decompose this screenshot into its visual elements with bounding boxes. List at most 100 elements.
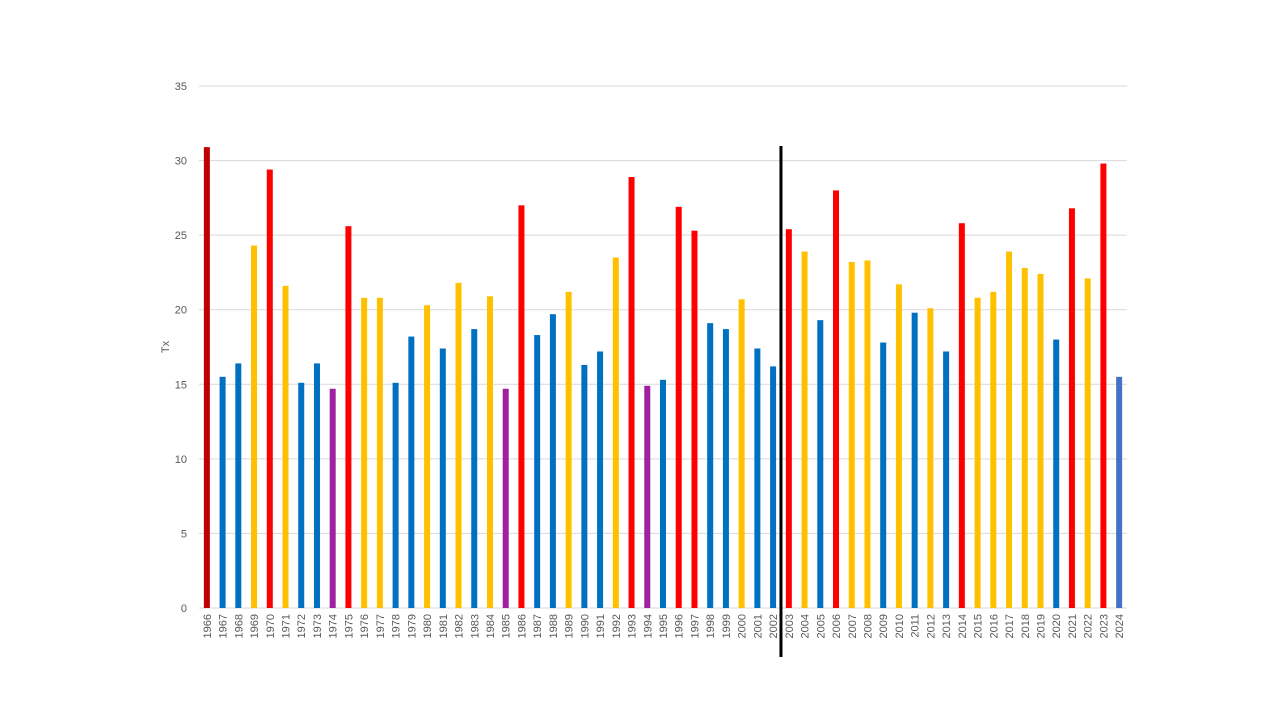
- x-tick-label: 1974: [328, 614, 340, 638]
- x-tick-label: 2024: [1114, 614, 1126, 638]
- bar-2003: [785, 229, 792, 608]
- x-tick-label: 2016: [988, 614, 1000, 638]
- bar-2002: [770, 366, 777, 608]
- bar-2008: [864, 260, 871, 608]
- x-tick-label: 1969: [249, 614, 261, 638]
- x-tick-label: 2013: [941, 614, 953, 638]
- x-tick-label: 1990: [579, 614, 591, 638]
- x-tick-label: 1977: [375, 614, 387, 638]
- x-tick-label: 2015: [973, 614, 985, 638]
- x-tick-label: 2007: [847, 614, 859, 638]
- bar-1977: [376, 297, 383, 608]
- x-tick-label: 2011: [910, 614, 922, 638]
- bar-1980: [424, 305, 431, 608]
- x-tick-label: 1967: [218, 614, 230, 638]
- x-tick-label: 1993: [627, 614, 639, 638]
- x-tick-label: 1987: [532, 614, 544, 638]
- x-tick-label: 1983: [469, 614, 481, 638]
- x-tick-label: 2000: [737, 614, 749, 638]
- bar-1974: [329, 388, 336, 608]
- y-tick-label: 20: [175, 305, 187, 317]
- bar-1999: [722, 329, 729, 608]
- x-tick-label: 1989: [564, 614, 576, 638]
- bar-1981: [439, 348, 446, 608]
- x-tick-label: 2018: [1020, 614, 1032, 638]
- bar-2010: [895, 284, 902, 608]
- x-axis-ticks: 1966 1967 1968 1969 1970 1971 1972 1973 1974 1975…: [202, 614, 1126, 638]
- bar-1989: [565, 291, 572, 608]
- x-tick-label: 1982: [454, 614, 466, 638]
- x-tick-label: 1976: [359, 614, 371, 638]
- x-tick-label: 2009: [878, 614, 890, 638]
- bar-1972: [298, 382, 305, 608]
- x-tick-label: 1992: [611, 614, 623, 638]
- x-tick-label: 1968: [233, 614, 245, 638]
- bar-1985: [502, 388, 509, 608]
- y-axis-ticks: 0 5 10 15 20 25 30 35: [175, 81, 187, 615]
- bar-1991: [597, 351, 604, 608]
- x-tick-label: 2017: [1004, 614, 1016, 638]
- x-tick-label: 1985: [501, 614, 513, 638]
- bar-1969: [251, 245, 258, 608]
- bar-1978: [392, 382, 399, 608]
- bar-1993: [628, 176, 635, 609]
- x-tick-label: 1975: [343, 614, 355, 638]
- bar-2004: [801, 251, 808, 609]
- bar-1984: [486, 296, 493, 608]
- bar-2007: [848, 261, 855, 608]
- bar-2006: [833, 190, 840, 608]
- bar-2011: [911, 312, 918, 608]
- y-tick-label: 0: [181, 603, 187, 615]
- x-tick-label: 1979: [406, 614, 418, 638]
- bar-1988: [549, 314, 556, 608]
- bar-2017: [1006, 251, 1013, 609]
- x-tick-label: 2010: [894, 614, 906, 638]
- bar-2009: [880, 342, 887, 608]
- y-tick-label: 30: [175, 156, 187, 168]
- x-tick-label: 1978: [391, 614, 403, 638]
- x-tick-label: 1980: [422, 614, 434, 638]
- bar-1997: [691, 230, 698, 609]
- x-tick-label: 1971: [281, 614, 293, 638]
- x-tick-label: 2021: [1067, 614, 1079, 638]
- x-tick-label: 1991: [595, 614, 607, 638]
- bar-2022: [1084, 278, 1091, 608]
- bar-1966: [203, 147, 210, 608]
- x-tick-label: 2002: [768, 614, 780, 638]
- x-tick-label: 1988: [548, 614, 560, 638]
- x-tick-label: 1973: [312, 614, 324, 638]
- bar-2020: [1053, 339, 1060, 608]
- bar-1971: [282, 285, 289, 608]
- bar-2024: [1116, 376, 1123, 608]
- bar-2000: [738, 299, 745, 608]
- x-tick-label: 1994: [642, 614, 654, 638]
- y-tick-label: 10: [175, 454, 187, 466]
- x-tick-label: 1998: [705, 614, 717, 638]
- bar-1976: [361, 297, 368, 608]
- bar-1987: [534, 335, 541, 608]
- bar-1979: [408, 336, 415, 608]
- bar-2014: [958, 223, 965, 608]
- y-axis-title: Tx: [160, 340, 172, 353]
- bar-1973: [313, 363, 320, 608]
- bar-2018: [1021, 267, 1028, 608]
- x-tick-label: 1966: [202, 614, 214, 638]
- x-tick-label: 1986: [516, 614, 528, 638]
- bar-1983: [471, 329, 478, 608]
- bar-2021: [1068, 208, 1075, 609]
- x-tick-label: 1972: [296, 614, 308, 638]
- bar-1992: [612, 257, 619, 608]
- x-tick-label: 2014: [957, 614, 969, 638]
- bar-2016: [990, 291, 997, 608]
- x-tick-label: 2006: [831, 614, 843, 638]
- bar-1967: [219, 376, 226, 608]
- x-tick-label: 2012: [925, 614, 937, 638]
- bar-2005: [817, 320, 824, 608]
- x-tick-label: 2020: [1051, 614, 1063, 638]
- bar-2013: [943, 351, 950, 608]
- bar-1996: [675, 206, 682, 608]
- x-tick-label: 2001: [752, 614, 764, 638]
- x-tick-label: 2004: [800, 614, 812, 638]
- x-tick-label: 1996: [674, 614, 686, 638]
